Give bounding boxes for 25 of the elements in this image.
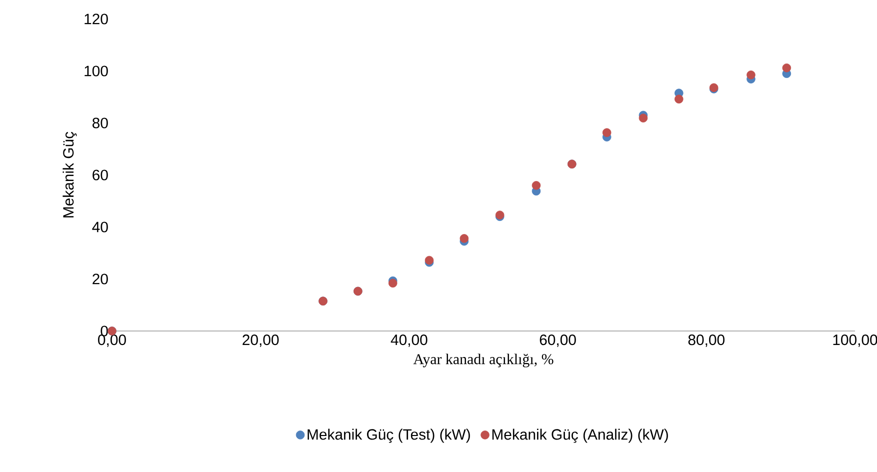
x-tick-label: 0,00 xyxy=(98,334,126,347)
point xyxy=(782,63,792,72)
x-tick-label: 100,00 xyxy=(833,334,877,347)
y-tick-label: 120 xyxy=(84,14,108,24)
y-tick-label: 0 xyxy=(100,326,108,336)
y-axis-title: Mekanik Güç xyxy=(62,132,77,218)
legend-label: Mekanik Güç (Analiz) (kW) xyxy=(492,428,668,443)
x-tick-label: 60,00 xyxy=(540,334,576,347)
point xyxy=(746,70,756,80)
legend-label: Mekanik Güç (Test) (kW) xyxy=(308,428,470,443)
point xyxy=(460,234,469,243)
point xyxy=(388,278,398,288)
x-tick-label: 80,00 xyxy=(688,334,725,347)
y-tick-label: 80 xyxy=(92,118,108,128)
x-axis-title: Ayar kanadı açıklığı, % xyxy=(413,354,554,368)
point xyxy=(532,181,541,190)
x-tick-label: 40,00 xyxy=(390,334,428,347)
x-tick-label: 20,00 xyxy=(242,334,279,347)
point xyxy=(602,128,612,138)
point xyxy=(674,94,684,104)
y-tick-label: 100 xyxy=(84,66,108,76)
y-tick-label: 40 xyxy=(92,222,108,232)
point xyxy=(638,114,648,122)
y-tick-label: 20 xyxy=(92,274,108,284)
y-tick-label: 60 xyxy=(92,170,108,180)
